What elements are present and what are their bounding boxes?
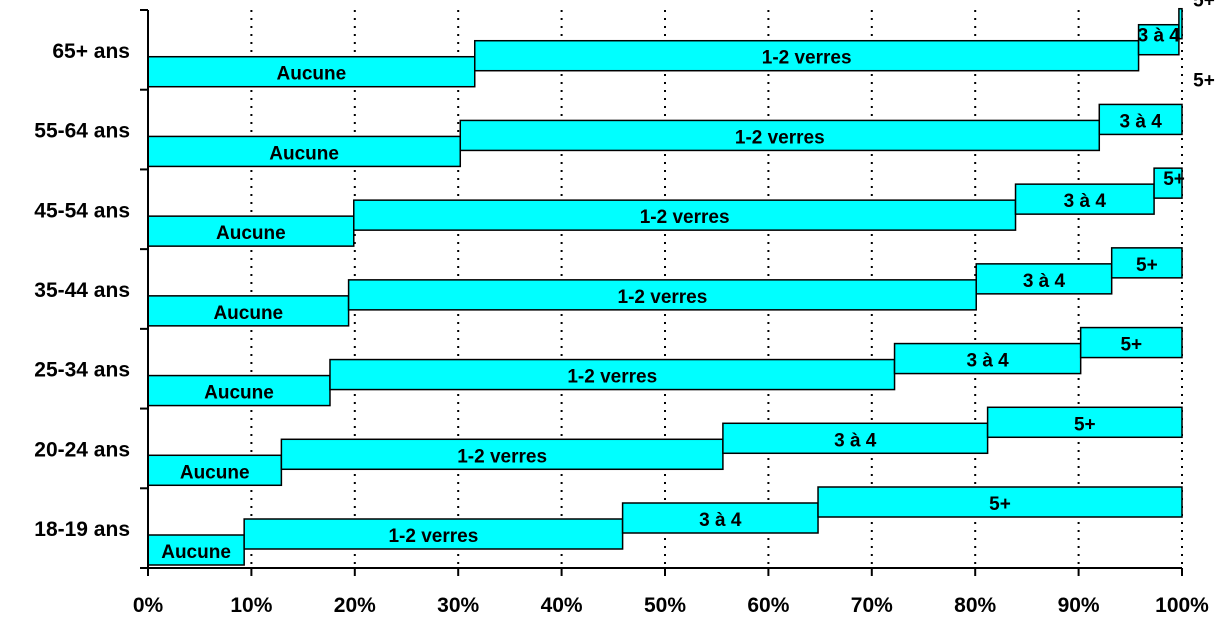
segment-label-20-24-ans-aucune: Aucune (180, 462, 250, 483)
bar-45-54-ans-3-4 (1014, 183, 1155, 215)
segment-label-45-54-ans-5: 5+ (1163, 169, 1185, 190)
x-tick-label-40: 40% (541, 594, 583, 617)
bar-65-ans-3-4 (1137, 23, 1180, 56)
bar-65-ans-aucune (147, 55, 476, 88)
category-label-45-54-ans: 45-54 ans (34, 199, 130, 222)
x-tick-label-20: 20% (334, 594, 376, 617)
bar-45-54-ans-aucune (147, 215, 355, 247)
segment-label-35-44-ans-1-2-verres: 1-2 verres (618, 287, 708, 308)
segment-label-65-ans-5: 5+ (1193, 0, 1215, 12)
segment-label-20-24-ans-5: 5+ (1074, 414, 1096, 435)
segment-label-45-54-ans-3-4: 3 à 4 (1064, 191, 1107, 212)
bar-25-34-ans-5 (1079, 326, 1183, 359)
category-label-35-44-ans: 35-44 ans (34, 279, 130, 302)
x-tick-label-100: 100% (1155, 594, 1209, 617)
x-tick-label-90: 90% (1058, 594, 1100, 617)
category-label-65-ans: 65+ ans (52, 40, 130, 63)
segment-label-65-ans-aucune: Aucune (277, 64, 347, 85)
axis-layer (140, 9, 1183, 576)
segment-label-25-34-ans-1-2-verres: 1-2 verres (567, 367, 657, 388)
category-label-20-24-ans: 20-24 ans (34, 438, 130, 461)
segment-label-18-19-ans-5: 5+ (989, 494, 1011, 515)
bar-25-34-ans-1-2-verres (329, 358, 896, 391)
bar-18-19-ans-aucune (147, 534, 245, 566)
segment-label-18-19-ans-3-4: 3 à 4 (699, 510, 742, 531)
bar-65-ans-5 (1178, 7, 1183, 40)
segment-label-25-34-ans-aucune: Aucune (204, 383, 274, 404)
label-layer: Aucune 1-2 verres 3 à 4 5+ Aucune 1-2 verres 3… (34, 0, 1215, 617)
segment-label-65-ans-1-2-verres: 1-2 verres (762, 48, 852, 69)
bar-35-44-ans-1-2-verres (347, 279, 977, 311)
bar-18-19-ans-3-4 (621, 502, 819, 534)
segment-label-45-54-ans-aucune: Aucune (216, 223, 286, 244)
category-label-18-19-ans: 18-19 ans (34, 518, 130, 541)
segment-label-25-34-ans-3-4: 3 à 4 (966, 351, 1009, 372)
bar-55-64-ans-aucune (147, 135, 462, 168)
bar-35-44-ans-3-4 (975, 263, 1113, 295)
category-label-25-34-ans: 25-34 ans (34, 359, 130, 382)
segment-label-35-44-ans-5: 5+ (1136, 255, 1158, 276)
bar-55-64-ans-3-4 (1098, 103, 1183, 136)
x-tick-label-80: 80% (954, 594, 996, 617)
x-tick-label-10: 10% (230, 594, 272, 617)
segment-label-55-64-ans-aucune: Aucune (269, 143, 339, 164)
bar-18-19-ans-1-2-verres (243, 518, 624, 550)
bar-35-44-ans-aucune (147, 295, 350, 327)
segment-label-20-24-ans-1-2-verres: 1-2 verres (457, 446, 547, 467)
bar-35-44-ans-5 (1110, 247, 1183, 279)
bar-18-19-ans-5 (817, 486, 1183, 518)
segment-label-65-ans-3-4: 3 à 4 (1138, 26, 1181, 47)
x-tick-label-60: 60% (747, 594, 789, 617)
bar-55-64-ans-1-2-verres (459, 119, 1101, 152)
bar-layer (147, 7, 1183, 566)
bar-20-24-ans-3-4 (722, 422, 989, 455)
segment-label-18-19-ans-aucune: Aucune (161, 542, 231, 563)
segment-label-25-34-ans-5: 5+ (1120, 335, 1142, 356)
category-label-55-64-ans: 55-64 ans (34, 120, 130, 143)
segment-label-45-54-ans-1-2-verres: 1-2 verres (640, 207, 730, 228)
x-tick-label-0: 0% (133, 594, 164, 617)
x-tick-label-50: 50% (644, 594, 686, 617)
segment-label-20-24-ans-3-4: 3 à 4 (834, 430, 877, 451)
bar-20-24-ans-5 (986, 406, 1183, 439)
x-tick-label-70: 70% (851, 594, 893, 617)
bar-65-ans-1-2-verres (473, 39, 1140, 72)
bar-20-24-ans-aucune (147, 454, 283, 487)
segment-label-35-44-ans-3-4: 3 à 4 (1023, 271, 1066, 292)
segment-label-55-64-ans-1-2-verres: 1-2 verres (735, 127, 825, 148)
bar-20-24-ans-1-2-verres (280, 438, 724, 471)
x-tick-label-30: 30% (437, 594, 479, 617)
bar-45-54-ans-5 (1153, 167, 1183, 199)
segment-label-18-19-ans-1-2-verres: 1-2 verres (388, 526, 478, 547)
segment-label-35-44-ans-aucune: Aucune (213, 303, 283, 324)
bar-45-54-ans-1-2-verres (353, 199, 1017, 231)
segment-label-55-64-ans-3-4: 3 à 4 (1120, 111, 1163, 132)
bar-25-34-ans-3-4 (893, 342, 1082, 375)
segment-label-55-64-ans-5: 5+ (1193, 70, 1215, 91)
